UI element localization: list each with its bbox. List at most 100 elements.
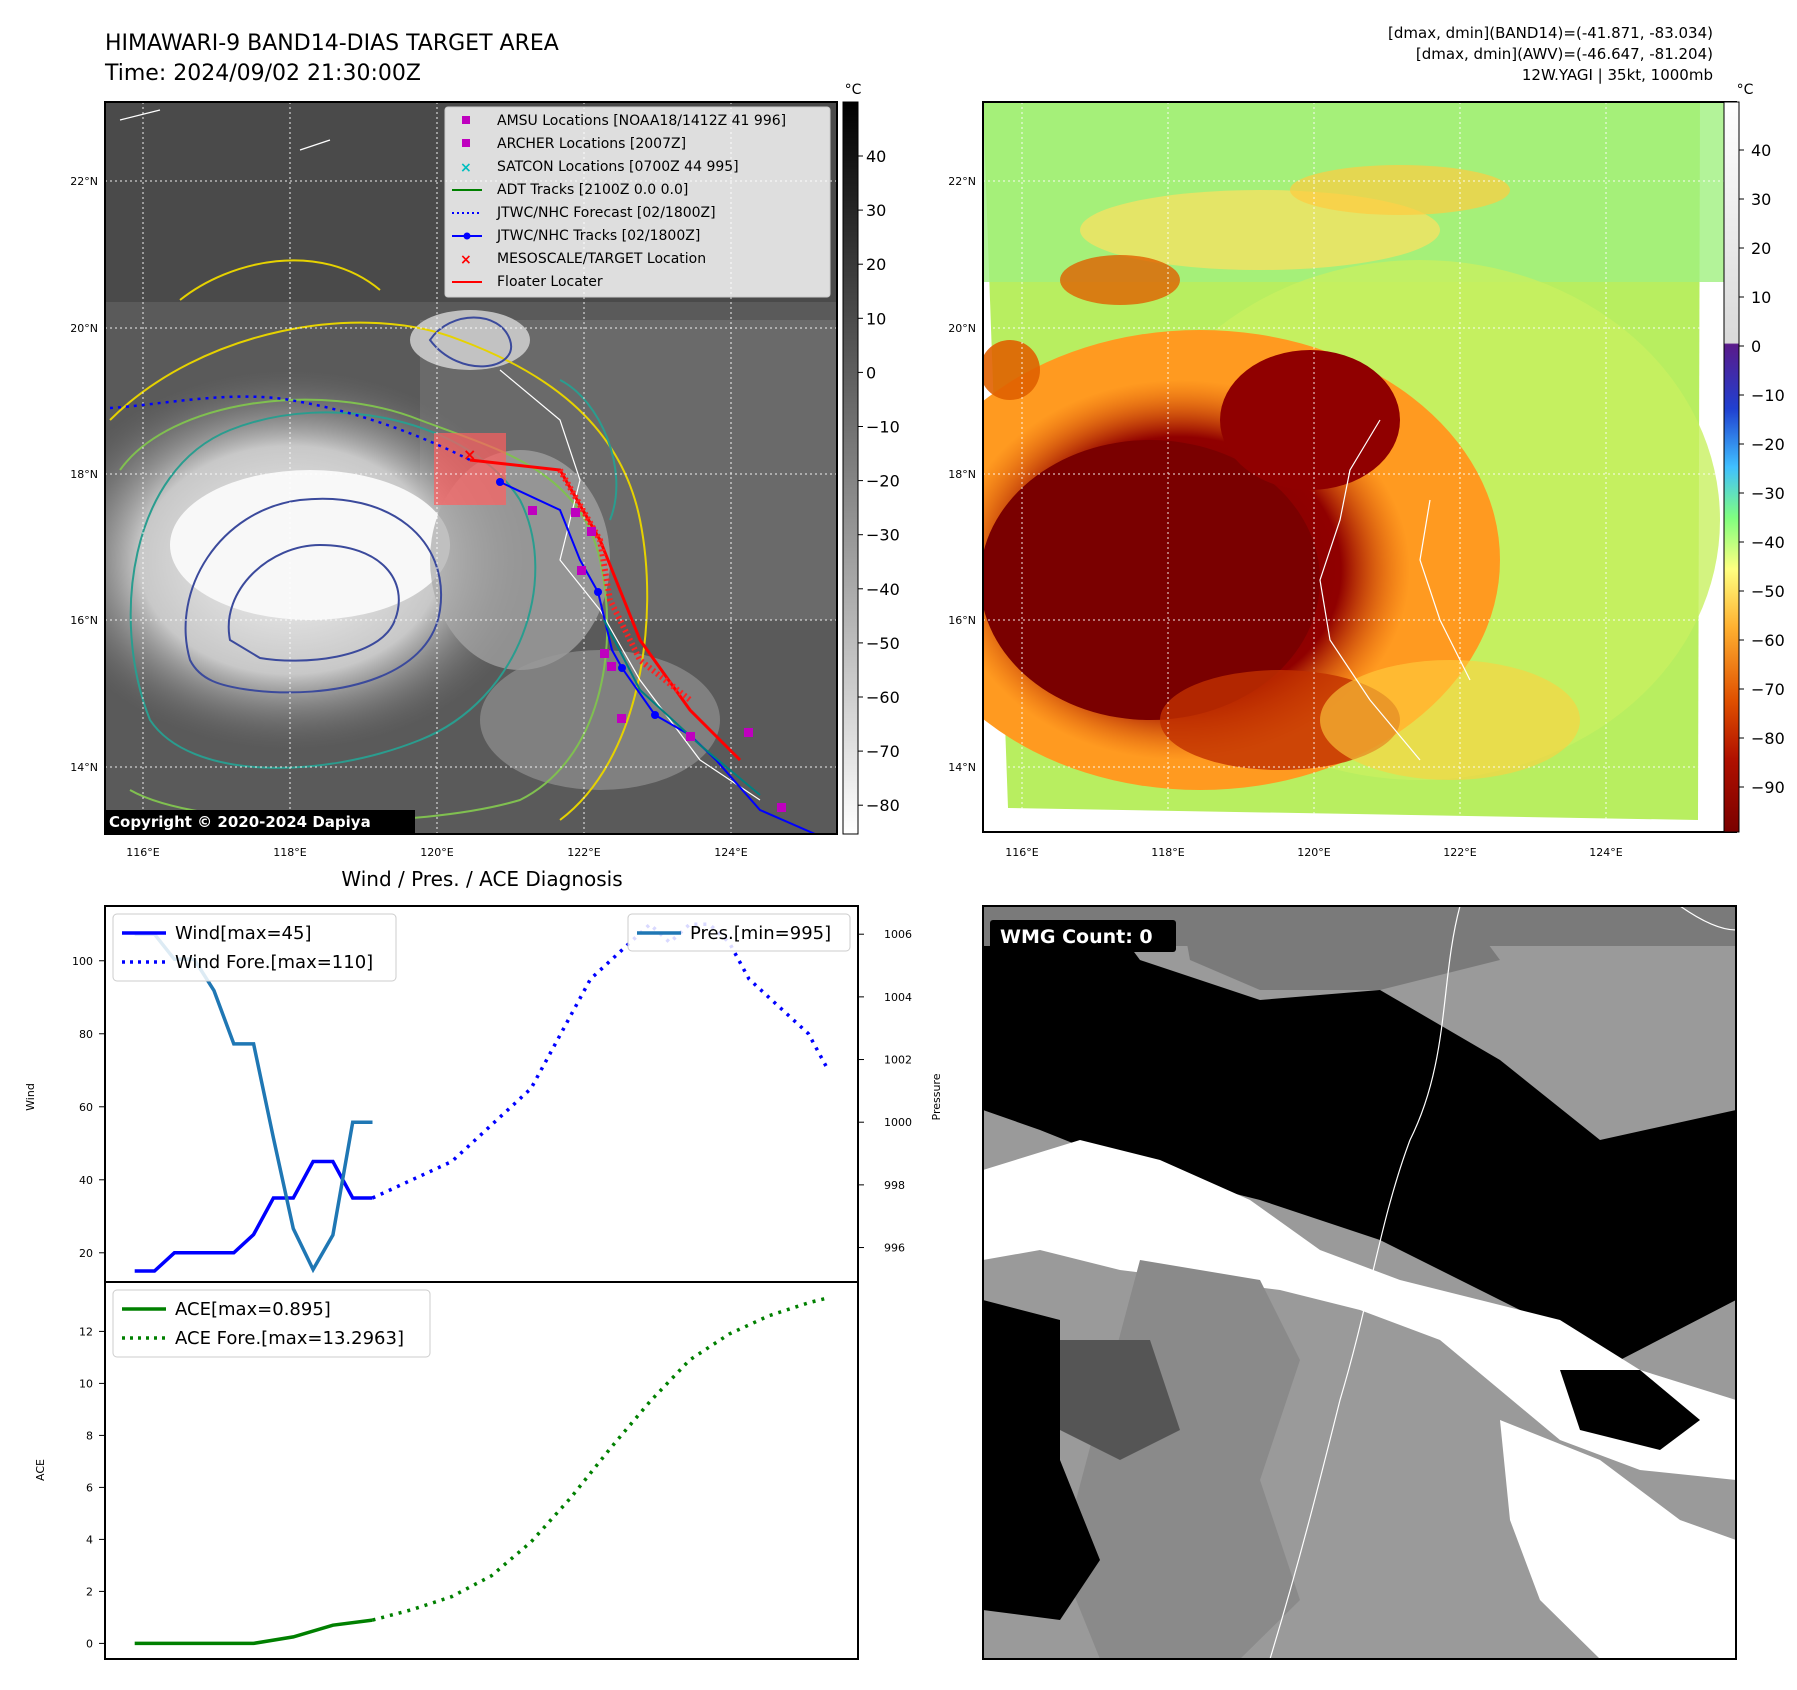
lat-label-14n: 14°N [70, 761, 98, 774]
colorbar-tick-label: −90 [1751, 778, 1785, 797]
info-band14: [dmax, dmin](BAND14)=(-41.871, -83.034) [1388, 24, 1713, 42]
lat-label-22n: 22°N [70, 175, 98, 188]
colorbar-tick-label: −30 [1751, 484, 1785, 503]
lat-label-18n: 18°N [70, 468, 98, 481]
colorbar-tick-label: −50 [1751, 582, 1785, 601]
diagnosis-title: Wind / Pres. / ACE Diagnosis [341, 867, 622, 891]
diagnosis-panel: Wind / Pres. / ACE Diagnosis Wind Pressu… [24, 867, 943, 1660]
y-tick-label-right: 998 [884, 1179, 905, 1192]
gray-colorbar: °C 40 30 20 10 0 −10 −20 −30 −40 −50 −60 −70 −80 [842, 82, 900, 835]
legend-ace: ACE[max=0.895] [175, 1299, 331, 1320]
colorbar-tick-label: −80 [866, 796, 900, 815]
colorbar-tick-label: −60 [866, 688, 900, 707]
wind-axis-label: Wind [24, 1083, 37, 1111]
legend-amsu: AMSU Locations [NOAA18/1412Z 41 996] [462, 113, 786, 129]
y-tick-label: 0 [86, 1637, 93, 1650]
legend-wind: Wind[max=45] [175, 923, 312, 944]
wind-legend: Wind[max=45] Wind Fore.[max=110] [112, 913, 397, 982]
y-tick-label: 8 [86, 1429, 93, 1442]
y-tick-label: 80 [79, 1028, 93, 1041]
wmg-count: WMG Count: 0 [1000, 926, 1153, 948]
lat-label-22n-right: 22°N [948, 175, 976, 188]
legend-satcon: × SATCON Locations [0700Z 44 995] [460, 159, 739, 176]
y-tick-label: 60 [79, 1101, 93, 1114]
colorbar-tick-label: −70 [1751, 680, 1785, 699]
y-tick-label-right: 1006 [884, 928, 912, 941]
colorbar-tick-label: −20 [1751, 435, 1785, 454]
lon-label-120e: 120°E [420, 846, 453, 859]
y-tick-label-right: 1002 [884, 1054, 912, 1067]
info-awv: [dmax, dmin](AWV)=(-46.647, -81.204) [1416, 45, 1713, 63]
colorbar-tick-label: −20 [866, 472, 900, 491]
svg-text:JTWC/NHC Tracks [02/1800Z]: JTWC/NHC Tracks [02/1800Z] [496, 228, 700, 244]
colorbar-tick-label: −80 [1751, 729, 1785, 748]
lon-label-122e: 122°E [567, 846, 600, 859]
svg-text:MESOSCALE/TARGET Location: MESOSCALE/TARGET Location [497, 251, 706, 267]
lon-label-118e: 118°E [273, 846, 306, 859]
series-line [134, 1159, 373, 1273]
figure-time: Time: 2024/09/02 21:30:00Z [104, 61, 421, 86]
lat-label-14n-right: 14°N [948, 761, 976, 774]
svg-text:°C: °C [1737, 82, 1754, 98]
lon-label-124e-right: 124°E [1589, 846, 1622, 859]
y-tick-label: 2 [86, 1585, 93, 1598]
colorbar-tick-label: 0 [866, 363, 876, 382]
lon-label-120e-right: 120°E [1297, 846, 1330, 859]
series-line [372, 1296, 829, 1622]
svg-text:°C: °C [845, 82, 862, 98]
info-storm: 12W.YAGI | 35kt, 1000mb [1522, 66, 1713, 84]
y-tick-label: 4 [86, 1533, 93, 1546]
color-colorbar: °C 40 30 20 10 0 −10 −20 −30 −40 −50 −60 −70 −80 −90 [1723, 82, 1785, 833]
wmg-panel: WMG Count: 0 [982, 905, 1737, 1660]
colorbar-tick-label: 0 [1751, 337, 1761, 356]
y-tick-label-right: 1004 [884, 991, 912, 1004]
legend-jtwc-tracks: JTWC/NHC Tracks [02/1800Z] [452, 228, 700, 244]
svg-text:×: × [460, 160, 472, 176]
lon-label-116e: 116°E [126, 846, 159, 859]
y-tick-label: 10 [79, 1377, 93, 1390]
y-tick-label: 6 [86, 1481, 93, 1494]
legend-target-location: × MESOSCALE/TARGET Location [460, 251, 706, 268]
legend-archer: ARCHER Locations [2007Z] [462, 136, 686, 152]
pressure-axis-label: Pressure [930, 1073, 943, 1120]
y-tick-label: 100 [72, 955, 93, 968]
lon-label-118e-right: 118°E [1151, 846, 1184, 859]
colorbar-tick-label: 20 [866, 255, 886, 274]
legend-wind-forecast: Wind Fore.[max=110] [175, 952, 373, 973]
svg-text:JTWC/NHC Forecast [02/1800Z]: JTWC/NHC Forecast [02/1800Z] [496, 205, 716, 221]
y-tick-label-right: 1000 [884, 1116, 912, 1129]
svg-text:AMSU Locations [NOAA18/1412Z 4: AMSU Locations [NOAA18/1412Z 41 996] [497, 113, 786, 129]
lat-label-16n-right: 16°N [948, 614, 976, 627]
legend-adt: ADT Tracks [2100Z 0.0 0.0] [452, 182, 688, 198]
ace-axis-label: ACE [34, 1459, 47, 1481]
colorbar-tick-label: −50 [866, 634, 900, 653]
legend-floater: Floater Locater [452, 274, 603, 290]
copyright-text: Copyright © 2020-2024 Dapiya [109, 813, 371, 831]
svg-text:Floater Locater: Floater Locater [497, 274, 603, 290]
colorbar-tick-label: 10 [866, 309, 886, 328]
svg-text:SATCON Locations [0700Z 44 995: SATCON Locations [0700Z 44 995] [497, 159, 739, 175]
colorbar-tick-label: 30 [866, 201, 886, 220]
legend-pressure: Pres.[min=995] [690, 923, 831, 944]
colorbar-tick-label: −10 [1751, 386, 1785, 405]
lat-label-18n-right: 18°N [948, 468, 976, 481]
pressure-legend: Pres.[min=995] [627, 913, 851, 952]
colorbar-tick-label: 30 [1751, 190, 1771, 209]
legend-ace-forecast: ACE Fore.[max=13.2963] [175, 1328, 404, 1349]
lon-label-122e-right: 122°E [1443, 846, 1476, 859]
svg-text:ARCHER Locations [2007Z]: ARCHER Locations [2007Z] [497, 136, 686, 152]
awv-map-panel: 22°N 20°N 18°N 16°N 14°N 116°E 118°E 120… [948, 82, 1785, 859]
ace-legend: ACE[max=0.895] ACE Fore.[max=13.2963] [112, 1289, 431, 1358]
awv-image [983, 102, 1736, 832]
colorbar-tick-label: −40 [1751, 533, 1785, 552]
colorbar-tick-label: −30 [866, 526, 900, 545]
ir-map-panel: × AMSU Locations [NOAA18/1412Z 41 996] A… [70, 82, 900, 859]
colorbar-tick-label: 10 [1751, 288, 1771, 307]
y-tick-label-right: 996 [884, 1242, 905, 1255]
colorbar-tick-label: −70 [866, 742, 900, 761]
colorbar-tick-label: −40 [866, 580, 900, 599]
lat-label-16n: 16°N [70, 614, 98, 627]
colorbar-tick-label: 40 [866, 147, 886, 166]
y-tick-label: 20 [79, 1247, 93, 1260]
series-line [371, 921, 830, 1200]
